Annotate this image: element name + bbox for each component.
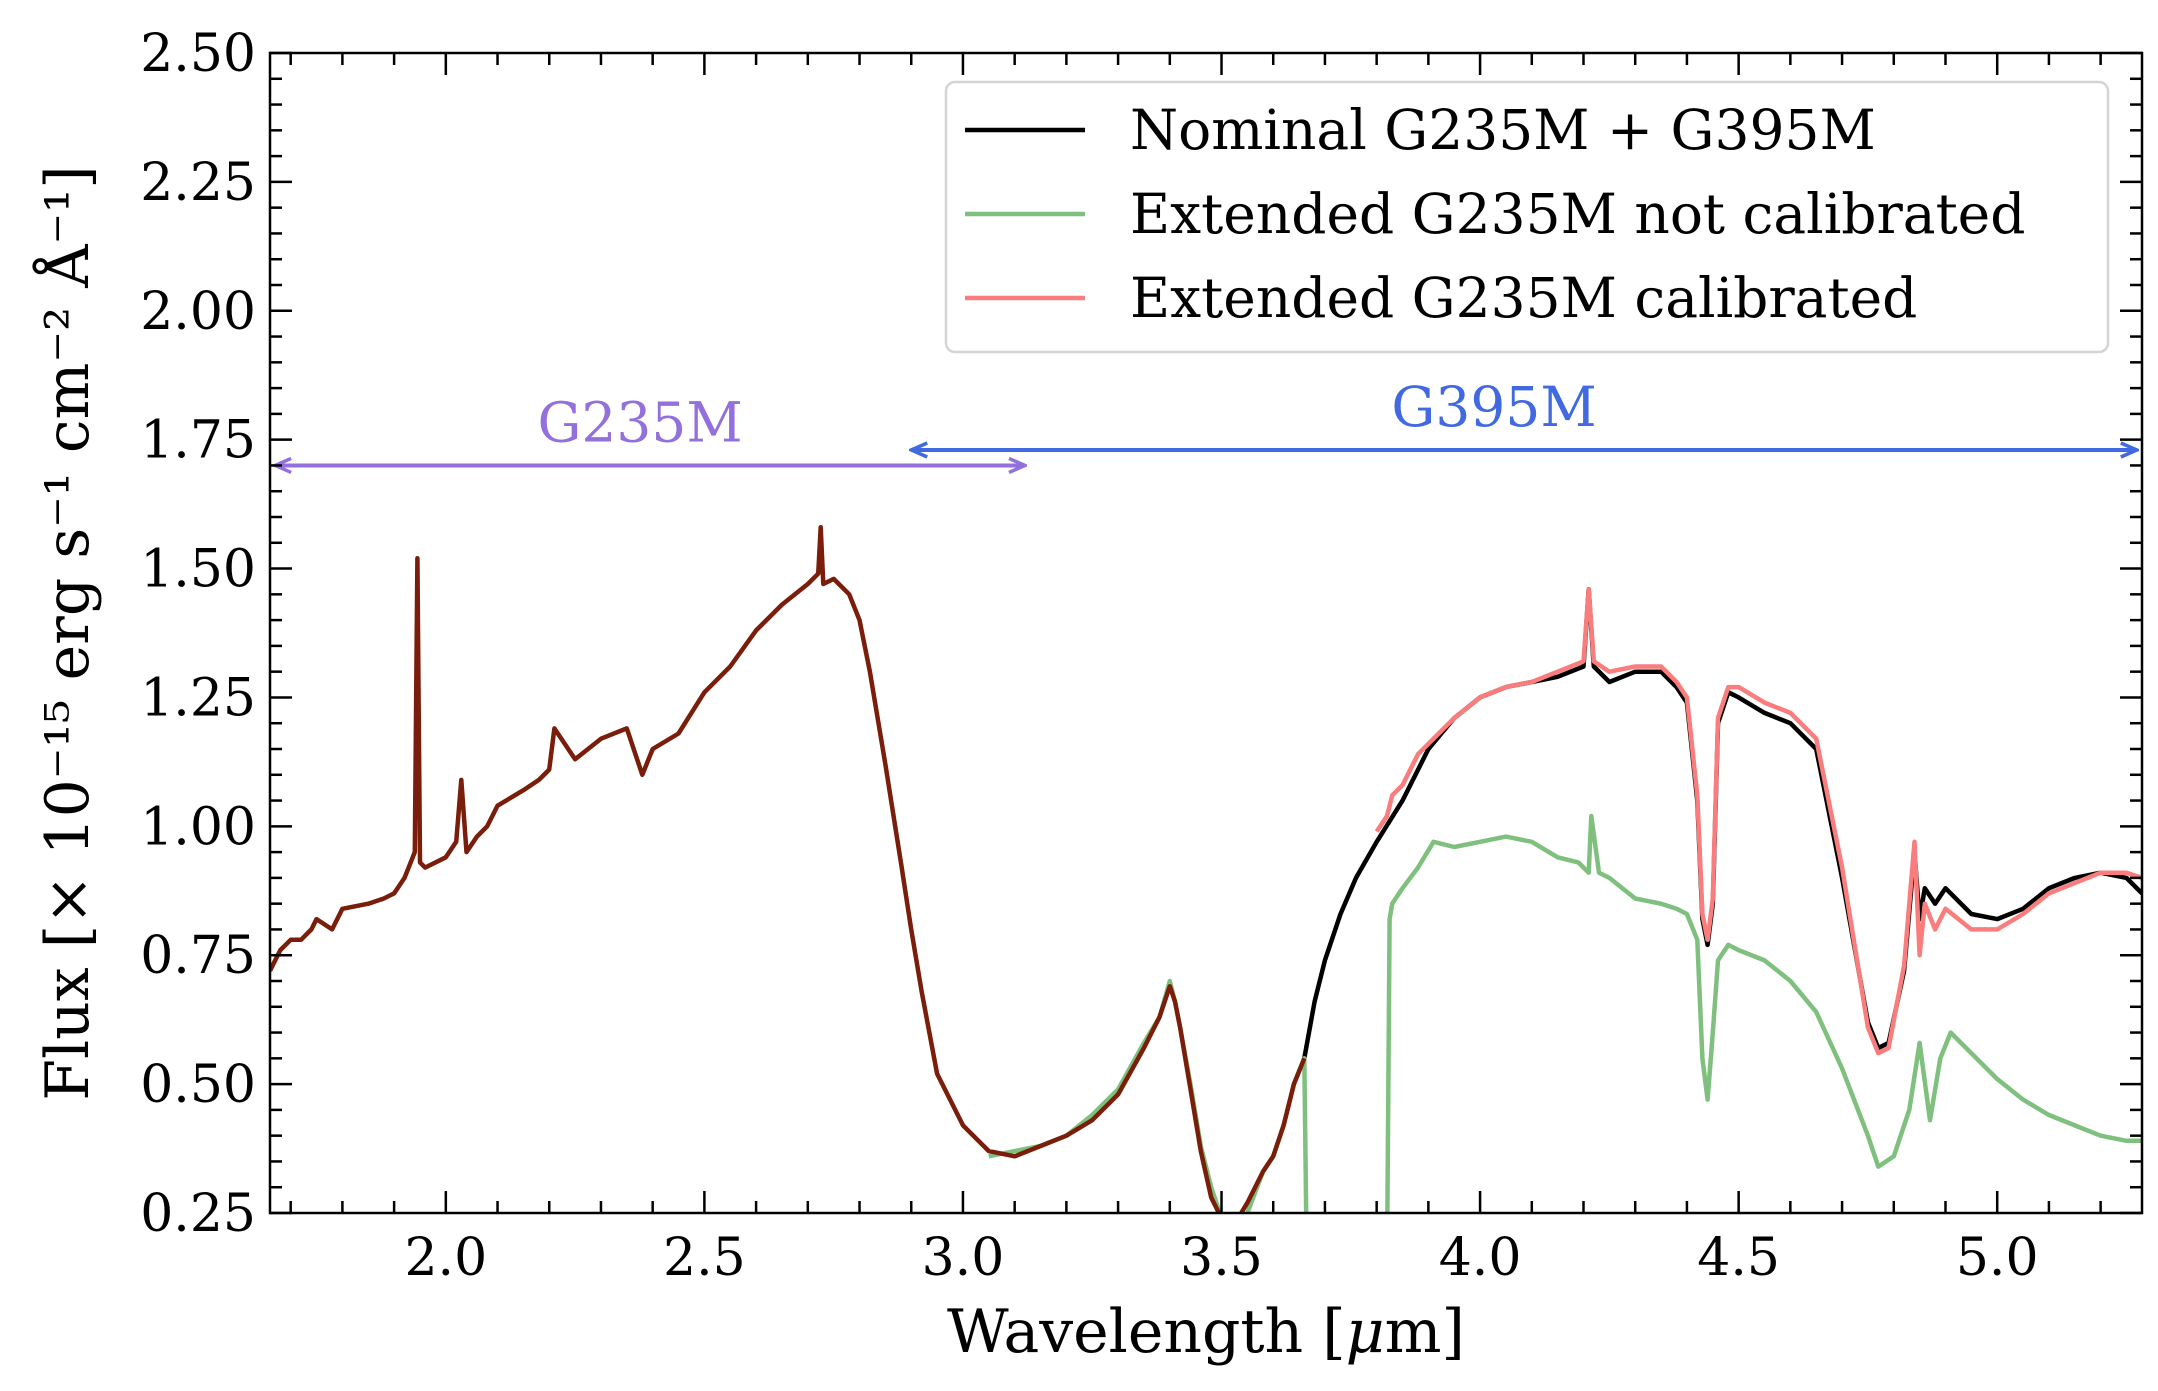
y-tick-label: 1.50 xyxy=(140,540,256,600)
x-tick-label: 3.5 xyxy=(1180,1228,1263,1288)
x-tick-label: 4.0 xyxy=(1439,1228,1522,1288)
y-tick-label: 0.25 xyxy=(140,1184,256,1244)
x-tick-label: 5.0 xyxy=(1956,1228,2039,1288)
series-layer xyxy=(270,525,2142,1213)
legend: Nominal G235M + G395M Extended G235M not… xyxy=(944,80,2110,354)
tick-labels: 2.0 2.5 3.0 3.5 4.0 4.5 5.0 0.25 0.50 0.75 1.00 1.2… xyxy=(140,24,2038,1288)
y-tick-label: 1.00 xyxy=(140,797,256,857)
y-axis-label: Flux [× 10⁻¹⁵ erg s⁻¹ cm⁻² Å⁻¹] xyxy=(32,165,103,1100)
y-tick-label: 2.25 xyxy=(140,153,256,213)
legend-label-calibrated: Extended G235M calibrated xyxy=(1130,266,1917,330)
y-tick-label: 1.75 xyxy=(140,411,256,471)
x-axis-label: Wavelength [μm] xyxy=(947,1297,1465,1367)
legend-label-not-calibrated: Extended G235M not calibrated xyxy=(1130,182,2025,246)
series-line-extended-g235m-calibrated xyxy=(1374,586,2142,1056)
y-tick-label: 0.50 xyxy=(140,1055,256,1115)
x-tick-label: 2.0 xyxy=(404,1228,487,1288)
axis-ticks xyxy=(270,51,2142,1215)
y-tick-label: 1.25 xyxy=(140,668,256,728)
x-tick-label: 3.0 xyxy=(922,1228,1005,1288)
range-label-g395m: G395M xyxy=(1391,375,1596,439)
x-tick-label: 2.5 xyxy=(663,1228,746,1288)
y-tick-label: 2.50 xyxy=(140,24,256,84)
y-tick-label: 0.75 xyxy=(140,926,256,986)
y-tick-label: 2.00 xyxy=(140,282,256,342)
series-line-combined-g235m xyxy=(270,525,1307,1213)
plot-frame xyxy=(268,51,2144,1215)
x-tick-label: 4.5 xyxy=(1697,1228,1780,1288)
range-label-g235m: G235M xyxy=(537,390,742,454)
legend-label-nominal: Nominal G235M + G395M xyxy=(1130,98,1876,162)
series-line-nominal-g235m-g395m xyxy=(1302,586,2142,1059)
series-line-extended-g235m-not-calibrated xyxy=(988,813,2142,1213)
range-annotations: G235M G395M xyxy=(275,375,2137,465)
legend-box xyxy=(944,80,2110,354)
